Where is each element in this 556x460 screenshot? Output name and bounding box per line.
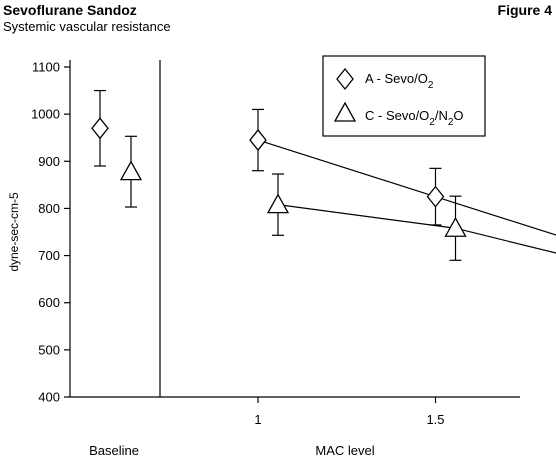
y-tick-label: 1000: [31, 107, 60, 122]
marker-a-1: [249, 129, 267, 152]
y-tick-label: 600: [38, 295, 60, 310]
marker-a-baseline: [91, 117, 109, 140]
figure-label: Figure 4: [497, 2, 552, 18]
series-line-a: [257, 139, 556, 236]
y-tick-label: 400: [38, 390, 60, 405]
y-tick-label: 900: [38, 154, 60, 169]
legend-box: [322, 55, 486, 137]
y-tick-label: 700: [38, 248, 60, 263]
legend-marker-triangle: [333, 101, 357, 122]
y-ticks: 400 500 600 700 800 900 1000 1100: [31, 60, 70, 405]
legend-entry-c: C - Sevo/O2/N2O: [365, 108, 464, 128]
series-lines: [257, 139, 556, 254]
x-tick-label: 1.5: [426, 412, 444, 427]
marker-c-1.5: [444, 216, 467, 237]
data-markers: [91, 117, 467, 237]
legend-marker-diamond: [336, 67, 354, 91]
y-tick-label: 1100: [32, 60, 60, 75]
marker-a-1.5: [426, 185, 445, 208]
series-line-c: [277, 204, 556, 254]
y-tick-label: 800: [38, 201, 60, 216]
marker-c-baseline: [119, 160, 143, 181]
chart-title: Sevoflurane Sandoz: [3, 2, 137, 18]
x-tick-label: 1: [254, 412, 261, 427]
legend-entry-a: A - Sevo/O2: [365, 71, 434, 91]
chart-subtitle: Systemic vascular resistance: [3, 19, 171, 34]
x-axis-label: MAC level: [315, 443, 374, 458]
axes: [69, 60, 520, 398]
legend: A - Sevo/O2 C - Sevo/O2/N2O: [322, 55, 486, 137]
y-axis-label: dyne-sec-cm-5: [7, 192, 21, 272]
baseline-label: Baseline: [89, 443, 139, 458]
y-tick-label: 500: [38, 342, 60, 357]
marker-c-1: [266, 193, 290, 214]
x-ticks: 11.522.5: [254, 397, 445, 427]
